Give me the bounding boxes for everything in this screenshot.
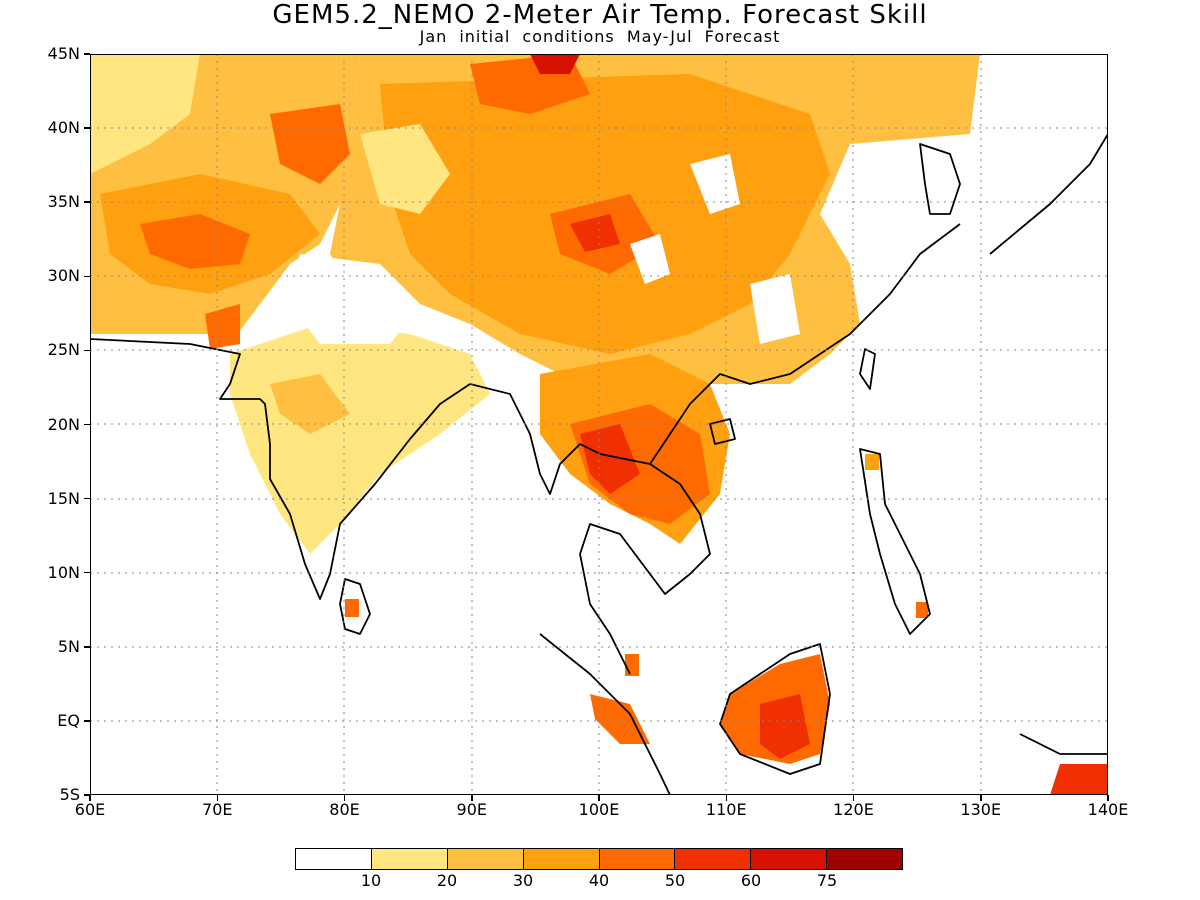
y-tick-label: 15N [47,488,80,508]
coast-japan [989,133,1108,255]
y-tick-label: 35N [47,192,80,212]
x-tick-mark [471,795,473,801]
x-tick-label: 60E [74,800,106,819]
lat-lon-grid [90,54,1108,795]
y-tick-mark [84,423,90,426]
y-tick-label: 10N [47,562,80,582]
region-china-low-a [690,154,740,214]
region-china-low-b [630,234,670,284]
region-lanka [345,599,359,617]
y-tick-label: EQ [57,710,80,730]
y-tick-mark [84,794,90,796]
map-subtitle: Jan initial conditions May-Jul Forecast [419,27,781,46]
region-sumatra-50 [590,694,650,744]
region-malaya [625,654,639,676]
region-indochina-60 [580,424,640,494]
y-tick-mark [84,53,90,55]
region-india-50 [205,304,240,349]
x-tick-mark [1107,795,1109,801]
region-afghan-50 [140,214,250,269]
y-tick-mark [84,349,90,352]
x-tick-label: 110E [705,800,747,819]
skill-map [90,54,1108,795]
colorbar-swatch [371,849,448,869]
region-borneo-60 [760,694,810,759]
coast-korea [919,143,961,215]
x-tick-mark [980,795,982,801]
region-china-60 [570,214,620,252]
y-tick-mark [84,275,90,278]
region-china-low-c [750,274,800,344]
region-india-30 [270,374,350,434]
colorbar-swatch [751,849,828,869]
coast-philippines [859,448,931,635]
map-title: GEM5.2_NEMO 2-Meter Air Temp. Forecast S… [272,0,928,30]
region-tibet-light [360,124,450,214]
y-tick-label: 5N [57,636,80,656]
colorbar-label: 20 [436,871,458,890]
y-tick-label: 25N [47,340,80,360]
x-tick-label: 100E [578,800,620,819]
coast-indochina [579,463,711,675]
x-tick-label: 70E [202,800,233,819]
y-tick-mark [84,571,90,574]
colorbar-label: 10 [360,871,382,890]
region-luzon [865,454,879,470]
colorbar-label: 40 [588,871,610,890]
y-tick-mark [84,720,90,722]
colorbar-swatch [599,849,676,869]
x-tick-label: 130E [960,800,1002,819]
colorbar-swatch [447,849,524,869]
region-mindanao [916,602,928,618]
colorbar-label: 30 [512,871,534,890]
y-tick-label: 20N [47,414,80,434]
y-tick-label: 30N [47,266,80,286]
colorbar-label: 60 [740,871,762,890]
x-tick-mark [343,795,346,801]
coast-newguinea [1019,733,1108,755]
coast-sumatra [539,633,671,795]
coast-hainan [709,418,736,445]
colorbar [295,848,903,870]
skill-shading [90,54,1108,795]
coast-borneo [719,643,831,775]
coastlines [90,133,1108,795]
x-tick-mark [725,795,727,801]
colorbar-swatch [675,849,752,869]
colorbar-label: 75 [816,871,838,890]
colorbar-swatch [296,849,372,869]
x-tick-label: 90E [456,800,487,819]
x-tick-label: 120E [833,800,874,819]
y-tick-label: 5S [59,785,80,804]
x-tick-label: 140E [1087,800,1129,819]
y-tick-label: 40N [47,118,80,138]
x-tick-mark [89,795,91,801]
coast-lanka [339,578,371,635]
region-newguinea-60 [1050,764,1108,795]
map-plot-area [90,54,1108,795]
region-west-asia-light [90,54,200,174]
coast-india [90,338,471,600]
x-tick-mark [598,795,600,801]
x-tick-mark [852,795,855,801]
region-kyrgyz-50 [270,104,350,184]
coast-taiwan [859,348,876,390]
x-tick-label: 80E [329,800,360,819]
y-tick-mark [84,646,90,648]
y-tick-label: 45N [47,44,80,63]
colorbar-swatch [827,849,902,869]
y-tick-mark [84,127,90,129]
colorbar-swatch [523,849,600,869]
y-tick-mark [84,497,90,500]
region-mongolia-60 [530,54,580,74]
colorbar-label: 50 [664,871,686,890]
y-tick-mark [84,201,90,203]
x-tick-mark [216,795,218,801]
